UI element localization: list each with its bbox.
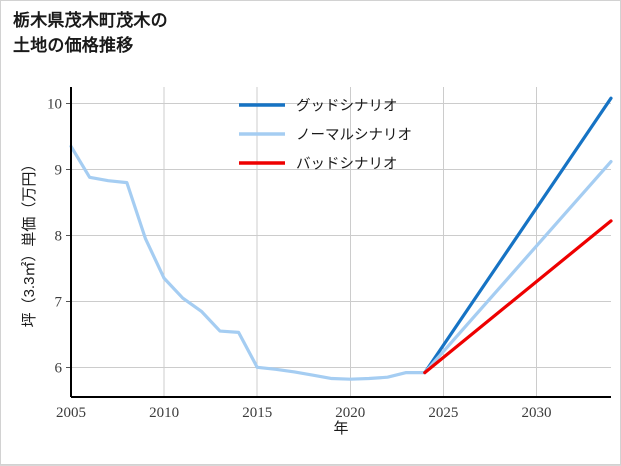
y-tick-label: 8 [55, 228, 63, 244]
tick-labels: 6 7 8 9 10 2005 2010 2015 2020 2025 2030 [47, 96, 552, 421]
x-tick-label: 2005 [56, 405, 86, 421]
x-tick-label: 2015 [242, 405, 272, 421]
legend-label: グッドシナリオ [296, 98, 398, 115]
x-tick-label: 2020 [335, 405, 365, 421]
y-tick-label: 6 [55, 360, 63, 376]
legend-label: ノーマルシナリオ [296, 128, 412, 144]
y-tick-label: 10 [47, 96, 62, 112]
x-axis-title: 年 [333, 420, 348, 437]
series-line [423, 96, 613, 375]
gridlines [70, 87, 611, 397]
x-tick-label: 2025 [428, 405, 458, 421]
y-tick-label: 7 [55, 294, 63, 310]
series-line [423, 219, 613, 375]
series-line [423, 159, 613, 375]
series-lines [69, 96, 613, 381]
x-tick-label: 2010 [149, 405, 179, 421]
axis-spines [69, 87, 611, 399]
page-title: 栃木県茂木町茂木の 土地の価格推移 [13, 11, 168, 55]
y-tick-label: 9 [55, 162, 63, 178]
y-axis-title: 坪（3.3㎡）単価（万円） [21, 157, 38, 328]
legend-label: バッドシナリオ [296, 157, 398, 173]
x-tick-label: 2030 [522, 405, 552, 421]
series-line [69, 144, 427, 381]
